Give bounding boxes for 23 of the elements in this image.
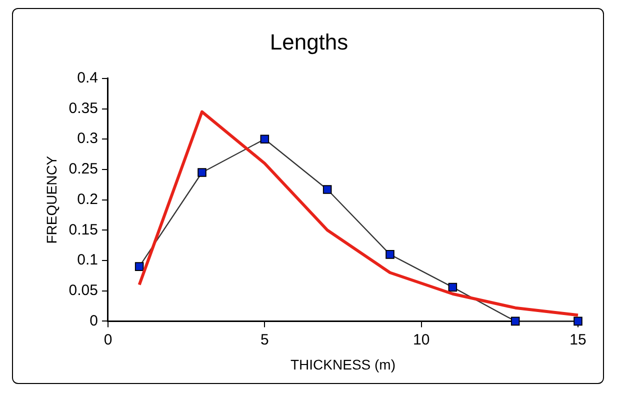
point <box>386 250 394 259</box>
point <box>134 262 144 271</box>
chart-title: Lengths <box>270 29 348 54</box>
point <box>322 185 332 194</box>
point <box>448 282 458 292</box>
x-tick-label: 5 <box>260 331 269 348</box>
x-tick-label: 15 <box>570 331 586 348</box>
point <box>510 316 520 326</box>
y-tick-label: 0 <box>90 312 98 330</box>
point <box>198 168 206 177</box>
y-tick-label: 0.4 <box>77 70 98 87</box>
y-tick-label: 0.1 <box>77 252 98 269</box>
y-tick-label: 0.35 <box>68 100 98 117</box>
y-tick-label: 0.25 <box>68 160 98 178</box>
y-axis-title: FREQUENCY <box>43 155 60 244</box>
y-tick-label: 0.05 <box>68 282 98 299</box>
y-tick-label: 0.3 <box>77 130 98 148</box>
x-axis-title: THICKNESS (m) <box>290 356 396 372</box>
x-tick-label: 10 <box>412 331 430 348</box>
x-tick-label: 0 <box>104 331 112 348</box>
point <box>260 134 270 144</box>
y-tick-label: 0.15 <box>68 221 98 238</box>
y-tick-label: 0.2 <box>77 190 98 208</box>
